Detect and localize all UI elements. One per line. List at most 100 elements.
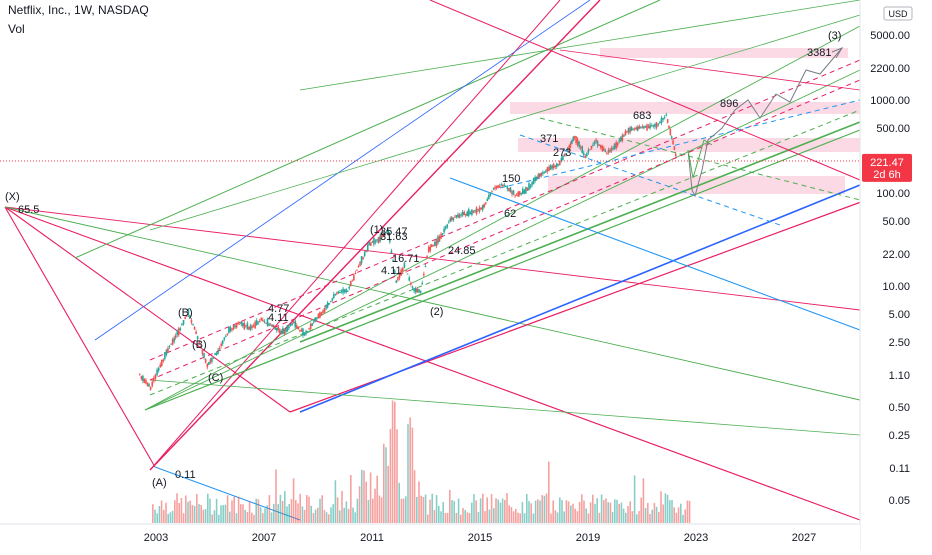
price-candle [277,326,280,331]
volume-bar [334,480,337,523]
price-candle [494,186,496,189]
price-candle [333,294,335,298]
volume-bar [512,511,515,523]
volume-label: Vol [8,22,25,36]
time-tick-label: 2007 [252,532,276,544]
volume-bar [567,501,570,523]
price-candle [466,211,469,217]
volume-bar [475,500,477,523]
price-candle [627,128,630,133]
price-candle [613,143,616,149]
price-candle [660,117,663,124]
price-candle [317,313,320,319]
price-candle [139,374,141,376]
price-candle [140,376,143,379]
price-candle [343,290,346,293]
volume-bar [378,495,381,523]
volume-bar [178,503,180,523]
volume-bar [499,502,502,523]
price-candle [424,265,427,267]
price-candle [360,256,363,264]
volume-bar [607,502,609,523]
currency-box[interactable] [883,6,913,21]
pitchfork-line [299,121,861,343]
volume-bar [416,496,418,523]
price-candle [640,127,642,129]
volume-bar [666,494,669,523]
price-candle [458,214,461,218]
volume-bar [669,500,671,523]
price-candle [569,143,572,148]
price-candle [429,246,432,251]
volume-bar [565,500,568,523]
volume-bar [532,513,535,523]
volume-bar [673,507,675,523]
price-candle [477,209,479,211]
pitchfork-line [299,0,861,91]
volume-bar [319,498,321,523]
price-tick-label: 22.00 [882,249,910,261]
price-candle [365,250,368,252]
price-candle [221,340,224,344]
volume-bar [361,469,363,523]
pitchfork-line [4,206,861,401]
price-candle [182,319,185,325]
price-candle [543,171,546,173]
price-candle [195,331,197,334]
volume-bar [517,512,519,523]
price-candle [618,139,621,142]
volume-bar [605,498,607,523]
price-candle [387,229,389,234]
volume-bar [471,502,473,523]
price-candle [655,122,658,128]
price-candle [151,382,154,387]
price-candle [665,114,668,116]
volume-bar [451,500,453,523]
volume-bar [387,465,389,523]
price-candle [413,288,415,292]
resistance-zone [510,102,860,114]
price-candle [249,325,252,330]
price-candle [438,236,441,242]
price-candle [320,312,323,316]
volume-bar [682,514,684,523]
price-candle [593,141,596,145]
price-candle [208,361,210,365]
price-candle [662,117,664,120]
volume-bar [644,508,647,523]
price-candle [609,149,611,152]
price-candle [312,321,315,323]
price-candle [589,149,591,151]
price-candle [534,176,536,182]
volume-bar [581,494,583,523]
price-candle [517,191,519,197]
volume-bar [255,498,257,523]
price-candle [274,327,276,330]
price-candle [643,126,645,129]
price-candle [398,272,401,279]
volume-bar [620,502,623,523]
price-candle [486,198,489,202]
price-candle [659,122,661,124]
price-candle [440,233,442,239]
wave-annotation: 16.71 [392,253,420,265]
price-candle [619,137,622,142]
price-candle [297,326,300,330]
price-candle [238,321,241,324]
price-candle [408,277,411,281]
volume-bar [629,501,631,523]
volume-bar [246,512,249,523]
volume-bar [402,498,405,523]
volume-bar [497,499,499,523]
price-candle [377,237,380,243]
pitchfork-median-dashed [149,59,861,361]
volume-bar [215,498,218,523]
volume-bar [647,503,649,523]
volume-bar [543,495,546,523]
price-candle [421,282,424,285]
volume-bar [585,508,587,523]
volume-bar [572,503,574,523]
price-candle [326,302,329,308]
